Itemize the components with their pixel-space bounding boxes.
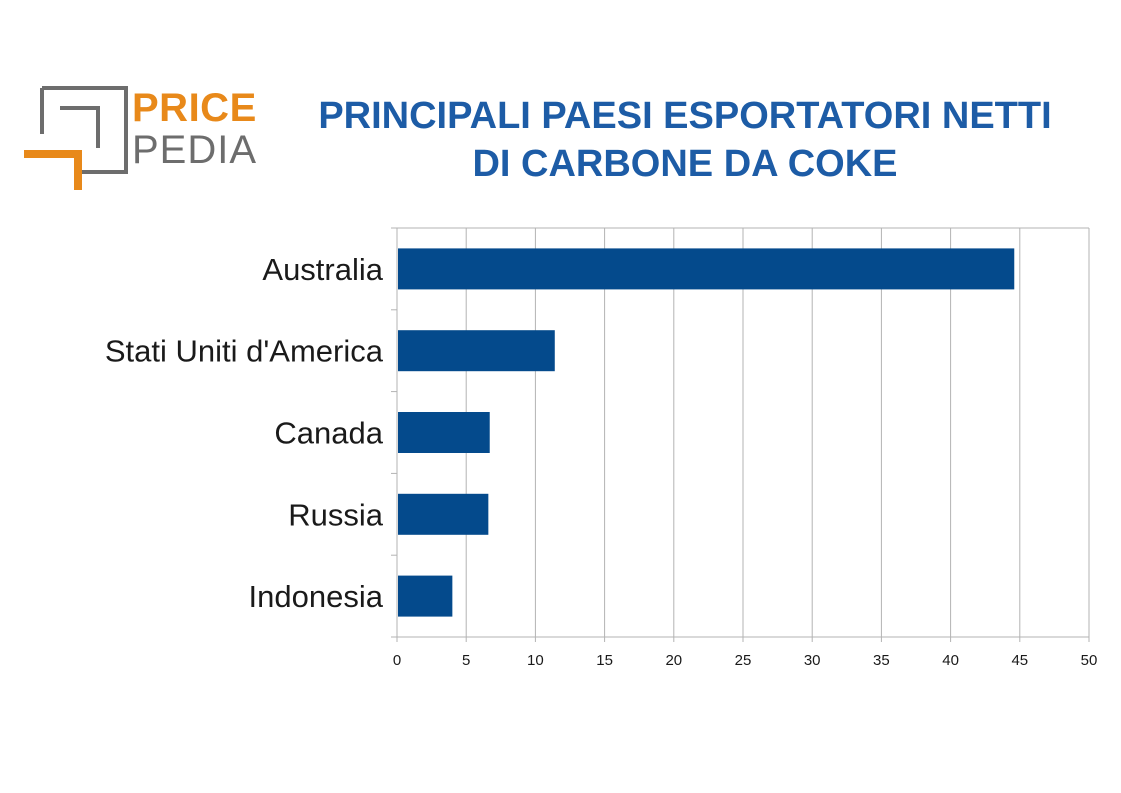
x-tick-label: 5 [462, 652, 470, 669]
bar [398, 248, 1015, 290]
bar [398, 493, 489, 535]
x-tick-label: 35 [873, 652, 890, 669]
x-tick-label: 40 [942, 652, 959, 669]
category-label: Russia [288, 497, 384, 532]
chart-title: PRINCIPALI PAESI ESPORTATORI NETTI DI CA… [270, 92, 1100, 188]
chart-title-line1: PRINCIPALI PAESI ESPORTATORI NETTI [318, 95, 1052, 137]
category-label: Stati Uniti d'America [105, 334, 384, 369]
pricepedia-logo: PRICE PEDIA [22, 84, 262, 196]
x-tick-label: 30 [804, 652, 821, 669]
x-tick-label: 10 [527, 652, 544, 669]
bar [398, 330, 555, 372]
x-tick-label: 15 [596, 652, 613, 669]
logo-word-price: PRICE [132, 86, 257, 130]
category-labels: Australia Stati Uniti d'America Canada Russ… [105, 252, 384, 614]
category-label: Indonesia [249, 579, 384, 614]
x-tick-label: 50 [1081, 652, 1098, 669]
logo-mark-icon [24, 86, 128, 190]
x-tick-labels: 0 5 10 15 20 25 30 35 40 45 50 [393, 652, 1098, 669]
bar [398, 575, 453, 617]
x-tick-label: 20 [665, 652, 682, 669]
logo-word-pedia: PEDIA [132, 128, 258, 172]
x-tick-label: 25 [735, 652, 752, 669]
category-label: Canada [274, 416, 383, 451]
chart-title-line2: DI CARBONE DA COKE [472, 143, 898, 185]
category-label: Australia [262, 252, 383, 287]
x-tick-label: 45 [1011, 652, 1028, 669]
chart-axes [391, 227, 1090, 642]
bar [398, 412, 490, 453]
x-tick-label: 0 [393, 652, 401, 669]
chart-bars [398, 248, 1015, 617]
